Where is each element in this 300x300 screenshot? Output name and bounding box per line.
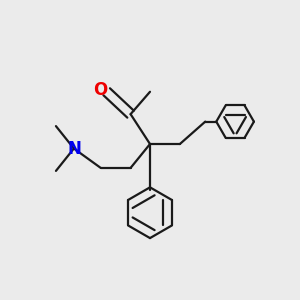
Text: N: N	[68, 140, 82, 158]
Text: O: O	[93, 81, 107, 99]
